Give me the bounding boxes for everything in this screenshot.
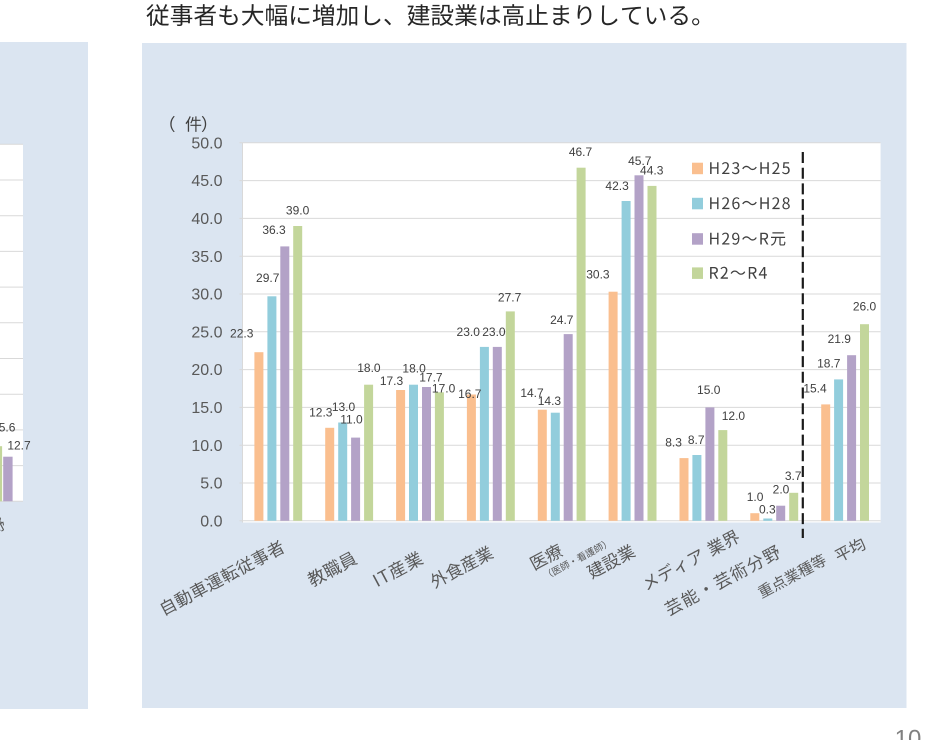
svg-text:42.3: 42.3 <box>605 179 629 193</box>
svg-text:21.9: 21.9 <box>828 332 852 346</box>
svg-text:2.0: 2.0 <box>773 483 790 497</box>
svg-text:11.0: 11.0 <box>340 413 363 427</box>
svg-text:24.7: 24.7 <box>550 313 574 327</box>
svg-text:3.7: 3.7 <box>785 469 802 483</box>
svg-text:15.0: 15.0 <box>191 400 222 417</box>
svg-text:36.3: 36.3 <box>262 223 286 237</box>
svg-text:45.0: 45.0 <box>191 173 222 190</box>
svg-text:23.0: 23.0 <box>457 325 481 339</box>
svg-text:15.4: 15.4 <box>803 381 827 395</box>
svg-text:46.7: 46.7 <box>569 145 593 159</box>
svg-text:8.7: 8.7 <box>688 433 705 447</box>
svg-text:10.0: 10.0 <box>191 438 222 455</box>
svg-text:39.0: 39.0 <box>286 204 310 218</box>
svg-text:14.3: 14.3 <box>538 394 562 408</box>
svg-text:20.0: 20.0 <box>191 362 222 379</box>
svg-text:18.0: 18.0 <box>402 362 426 376</box>
svg-text:0.0: 0.0 <box>200 513 222 530</box>
svg-text:15.0: 15.0 <box>697 383 721 397</box>
svg-text:30.0: 30.0 <box>191 287 222 304</box>
svg-text:5.0: 5.0 <box>200 476 222 493</box>
svg-text:50.0: 50.0 <box>191 135 222 152</box>
svg-text:18.0: 18.0 <box>357 361 381 375</box>
svg-text:23.0: 23.0 <box>482 325 506 339</box>
svg-text:25.0: 25.0 <box>191 324 222 341</box>
svg-text:12.7: 12.7 <box>7 438 31 452</box>
svg-text:44.3: 44.3 <box>640 164 664 178</box>
svg-text:17.7: 17.7 <box>419 370 443 384</box>
svg-text:14.7: 14.7 <box>520 386 544 400</box>
svg-text:18.7: 18.7 <box>817 356 841 370</box>
svg-text:40.0: 40.0 <box>191 211 222 228</box>
svg-text:17.0: 17.0 <box>432 382 456 396</box>
svg-text:22.3: 22.3 <box>230 326 254 340</box>
svg-text:0.3: 0.3 <box>759 502 776 516</box>
svg-text:1.0: 1.0 <box>747 490 764 504</box>
svg-text:30.3: 30.3 <box>586 268 610 282</box>
svg-text:13.0: 13.0 <box>332 400 356 414</box>
svg-text:26.0: 26.0 <box>853 300 877 314</box>
svg-text:12.3: 12.3 <box>309 405 333 419</box>
svg-text:27.7: 27.7 <box>498 291 522 305</box>
svg-text:29.7: 29.7 <box>256 271 280 285</box>
svg-text:8.3: 8.3 <box>665 435 682 449</box>
svg-text:35.0: 35.0 <box>191 249 222 266</box>
svg-text:12.0: 12.0 <box>722 409 746 423</box>
svg-text:10: 10 <box>895 726 922 740</box>
svg-text:5.6: 5.6 <box>0 421 16 435</box>
svg-text:16.7: 16.7 <box>458 387 482 401</box>
svg-text:45.7: 45.7 <box>628 154 652 168</box>
svg-text:17.3: 17.3 <box>380 374 404 388</box>
